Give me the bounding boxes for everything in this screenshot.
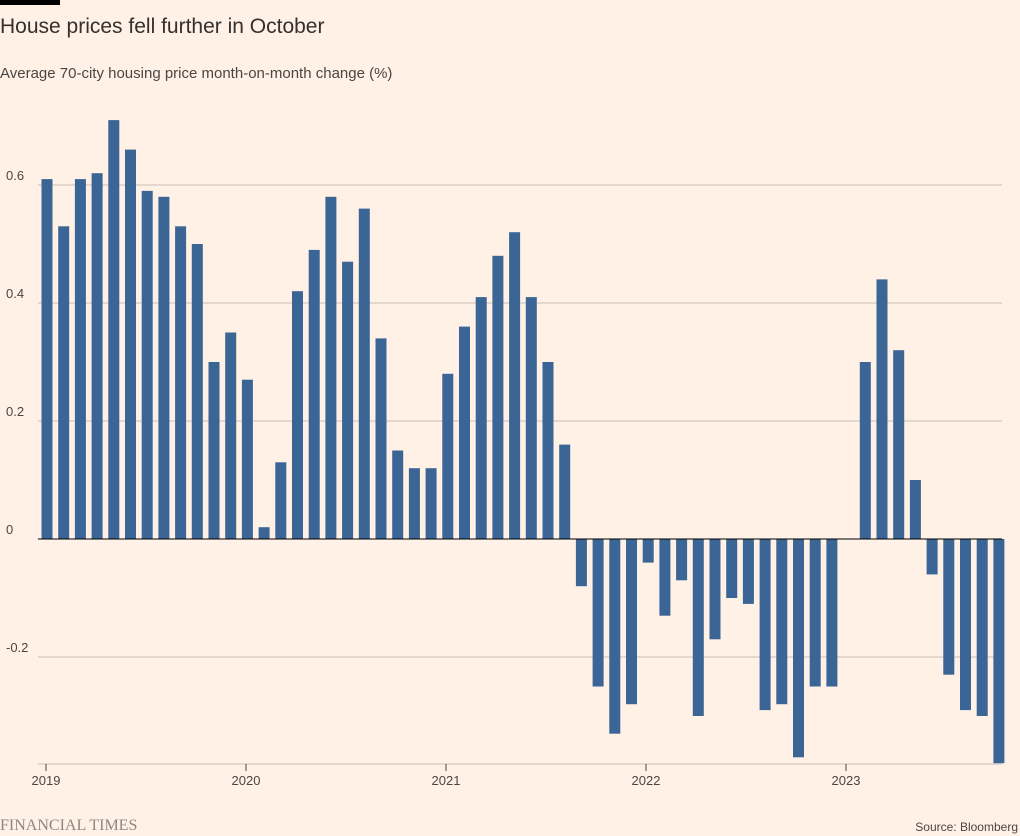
bar bbox=[241, 379, 253, 539]
bar bbox=[676, 539, 688, 581]
bar bbox=[960, 539, 971, 711]
chart-title: House prices fell further in October bbox=[0, 15, 325, 38]
bar bbox=[893, 350, 905, 539]
bar bbox=[809, 539, 821, 687]
bar bbox=[358, 208, 370, 539]
bar bbox=[926, 539, 938, 575]
bar bbox=[592, 539, 604, 687]
bar bbox=[158, 196, 170, 540]
bar bbox=[876, 279, 888, 539]
y-tick-label: -0.2 bbox=[6, 640, 28, 655]
bar bbox=[275, 462, 287, 539]
y-tick-label: 0 bbox=[6, 522, 13, 537]
axes bbox=[38, 538, 1002, 771]
bar bbox=[41, 179, 53, 539]
bar bbox=[859, 362, 871, 539]
bar bbox=[208, 362, 220, 539]
bar bbox=[375, 338, 387, 539]
bar bbox=[509, 232, 521, 539]
y-tick-label: 0.6 bbox=[6, 168, 24, 183]
bar bbox=[692, 539, 704, 716]
bar bbox=[175, 226, 187, 540]
x-tick-label: 2022 bbox=[632, 773, 661, 788]
bar bbox=[575, 539, 587, 587]
bar bbox=[342, 261, 354, 539]
bar bbox=[58, 226, 70, 540]
bar bbox=[408, 468, 420, 539]
bar bbox=[742, 539, 754, 604]
bar bbox=[141, 190, 153, 539]
bar bbox=[325, 196, 337, 540]
chart-subtitle: Average 70-city housing price month-on-m… bbox=[0, 65, 393, 82]
bar bbox=[492, 255, 504, 540]
tick-labels: 0.6 0.4 0.2 0 -0.2 2019 2020 2021 2022 2023 bbox=[6, 168, 860, 788]
bar bbox=[191, 244, 203, 539]
bar bbox=[793, 539, 804, 758]
bar bbox=[74, 179, 86, 539]
bar bbox=[258, 527, 270, 539]
x-tick-label: 2020 bbox=[232, 773, 261, 788]
bar bbox=[626, 539, 637, 705]
bar bbox=[425, 468, 437, 539]
bar bbox=[642, 539, 654, 563]
bar bbox=[308, 249, 320, 539]
bar bbox=[392, 450, 404, 539]
bar bbox=[525, 297, 537, 539]
x-tick-label: 2021 bbox=[432, 773, 461, 788]
bar bbox=[609, 539, 621, 734]
bar bbox=[826, 539, 838, 687]
bar bbox=[993, 539, 1005, 764]
bar bbox=[442, 373, 454, 539]
ft-accent-bar bbox=[0, 0, 60, 5]
bar bbox=[759, 539, 771, 711]
bar bbox=[292, 291, 303, 539]
bar bbox=[776, 539, 788, 705]
source-note: Source: Bloomberg bbox=[915, 820, 1018, 834]
x-tick-label: 2023 bbox=[832, 773, 861, 788]
y-tick-label: 0.2 bbox=[6, 404, 24, 419]
bars bbox=[41, 120, 1005, 764]
bar bbox=[709, 539, 721, 640]
bar bbox=[559, 444, 571, 539]
bar bbox=[125, 149, 136, 539]
bar bbox=[909, 480, 921, 539]
bar bbox=[659, 539, 671, 616]
bar bbox=[475, 297, 487, 539]
bar bbox=[976, 539, 988, 716]
bar bbox=[225, 332, 237, 539]
bar bbox=[459, 326, 470, 539]
bar bbox=[542, 362, 554, 539]
bar bbox=[726, 539, 738, 598]
bar bbox=[943, 539, 955, 675]
financial-times-logo: FINANCIAL TIMES bbox=[0, 817, 138, 834]
bar bbox=[91, 173, 103, 539]
y-tick-label: 0.4 bbox=[6, 286, 24, 301]
x-tick-label: 2019 bbox=[32, 773, 61, 788]
bar bbox=[108, 120, 120, 539]
